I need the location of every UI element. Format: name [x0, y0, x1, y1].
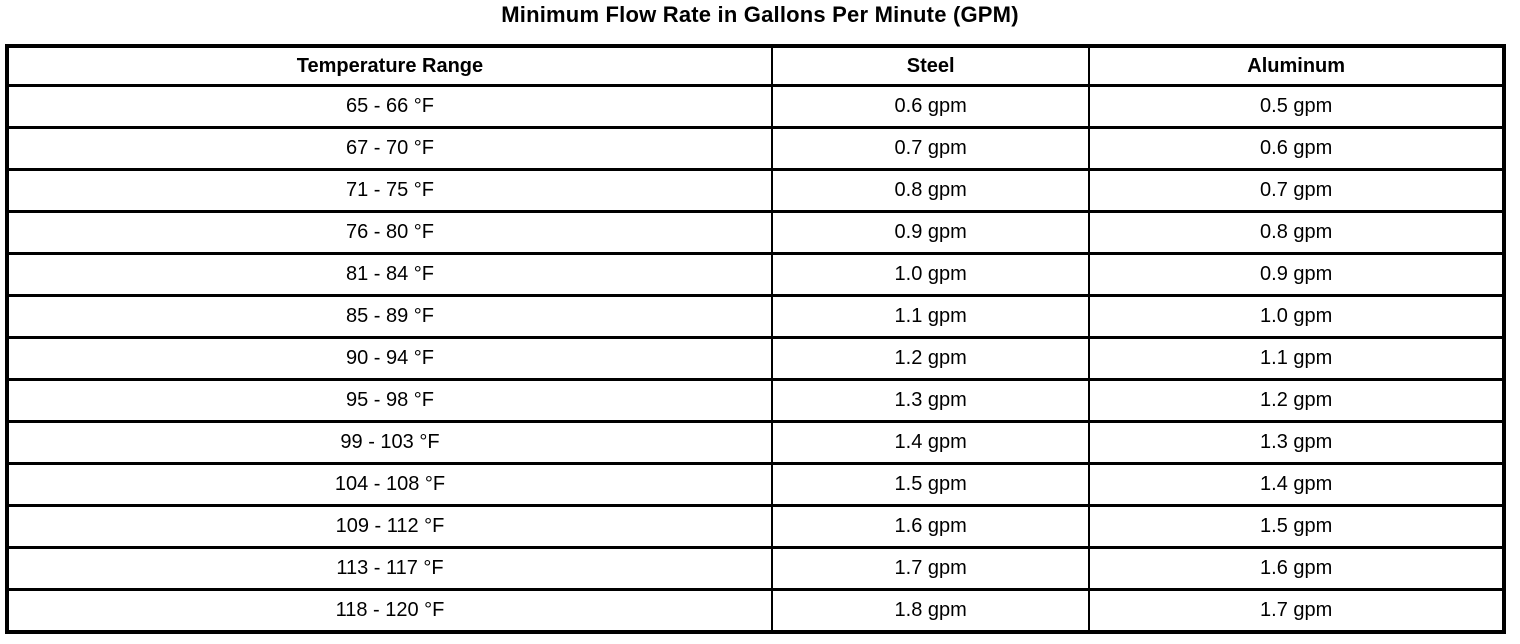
table-row: 104 - 108 °F 1.5 gpm 1.4 gpm	[6, 462, 1505, 507]
steel-cell: 1.6 gpm	[770, 504, 1091, 549]
steel-cell: 1.5 gpm	[770, 462, 1091, 507]
column-header-temperature-range: Temperature Range	[6, 44, 773, 87]
temperature-range-cell: 85 - 89 °F	[6, 294, 773, 339]
steel-cell: 0.9 gpm	[770, 210, 1091, 255]
aluminum-cell: 0.6 gpm	[1088, 126, 1505, 171]
steel-cell: 1.0 gpm	[770, 252, 1091, 297]
temperature-range-cell: 99 - 103 °F	[6, 420, 773, 465]
steel-cell: 1.3 gpm	[770, 378, 1091, 423]
table-row: 85 - 89 °F 1.1 gpm 1.0 gpm	[6, 294, 1505, 339]
table-row: 113 - 117 °F 1.7 gpm 1.6 gpm	[6, 546, 1505, 591]
steel-cell: 1.1 gpm	[770, 294, 1091, 339]
table-header-row: Temperature Range Steel Aluminum	[6, 44, 1505, 87]
aluminum-cell: 1.7 gpm	[1088, 588, 1505, 634]
steel-cell: 1.4 gpm	[770, 420, 1091, 465]
table-row: 90 - 94 °F 1.2 gpm 1.1 gpm	[6, 336, 1505, 381]
steel-cell: 1.7 gpm	[770, 546, 1091, 591]
flow-rate-table: Temperature Range Steel Aluminum 65 - 66…	[5, 44, 1506, 634]
aluminum-cell: 1.3 gpm	[1088, 420, 1505, 465]
aluminum-cell: 1.6 gpm	[1088, 546, 1505, 591]
aluminum-cell: 0.7 gpm	[1088, 168, 1505, 213]
table-row: 76 - 80 °F 0.9 gpm 0.8 gpm	[6, 210, 1505, 255]
steel-cell: 1.2 gpm	[770, 336, 1091, 381]
steel-cell: 0.7 gpm	[770, 126, 1091, 171]
temperature-range-cell: 71 - 75 °F	[6, 168, 773, 213]
aluminum-cell: 0.9 gpm	[1088, 252, 1505, 297]
temperature-range-cell: 104 - 108 °F	[6, 462, 773, 507]
temperature-range-cell: 76 - 80 °F	[6, 210, 773, 255]
temperature-range-cell: 109 - 112 °F	[6, 504, 773, 549]
table-row: 95 - 98 °F 1.3 gpm 1.2 gpm	[6, 378, 1505, 423]
table-row: 67 - 70 °F 0.7 gpm 0.6 gpm	[6, 126, 1505, 171]
table-row: 71 - 75 °F 0.8 gpm 0.7 gpm	[6, 168, 1505, 213]
aluminum-cell: 1.4 gpm	[1088, 462, 1505, 507]
temperature-range-cell: 118 - 120 °F	[6, 588, 773, 634]
table-row: 81 - 84 °F 1.0 gpm 0.9 gpm	[6, 252, 1505, 297]
steel-cell: 0.8 gpm	[770, 168, 1091, 213]
steel-cell: 0.6 gpm	[770, 84, 1091, 129]
table-row: 99 - 103 °F 1.4 gpm 1.3 gpm	[6, 420, 1505, 465]
table-row: 118 - 120 °F 1.8 gpm 1.7 gpm	[6, 588, 1505, 634]
temperature-range-cell: 67 - 70 °F	[6, 126, 773, 171]
table-row: 65 - 66 °F 0.6 gpm 0.5 gpm	[6, 84, 1505, 129]
temperature-range-cell: 95 - 98 °F	[6, 378, 773, 423]
column-header-aluminum: Aluminum	[1088, 44, 1505, 87]
aluminum-cell: 1.1 gpm	[1088, 336, 1505, 381]
table-row: 109 - 112 °F 1.6 gpm 1.5 gpm	[6, 504, 1505, 549]
temperature-range-cell: 113 - 117 °F	[6, 546, 773, 591]
aluminum-cell: 1.2 gpm	[1088, 378, 1505, 423]
temperature-range-cell: 65 - 66 °F	[6, 84, 773, 129]
aluminum-cell: 1.0 gpm	[1088, 294, 1505, 339]
steel-cell: 1.8 gpm	[770, 588, 1091, 634]
aluminum-cell: 0.5 gpm	[1088, 84, 1505, 129]
page-title: Minimum Flow Rate in Gallons Per Minute …	[501, 2, 1019, 27]
aluminum-cell: 1.5 gpm	[1088, 504, 1505, 549]
aluminum-cell: 0.8 gpm	[1088, 210, 1505, 255]
temperature-range-cell: 90 - 94 °F	[6, 336, 773, 381]
column-header-steel: Steel	[770, 44, 1091, 87]
temperature-range-cell: 81 - 84 °F	[6, 252, 773, 297]
